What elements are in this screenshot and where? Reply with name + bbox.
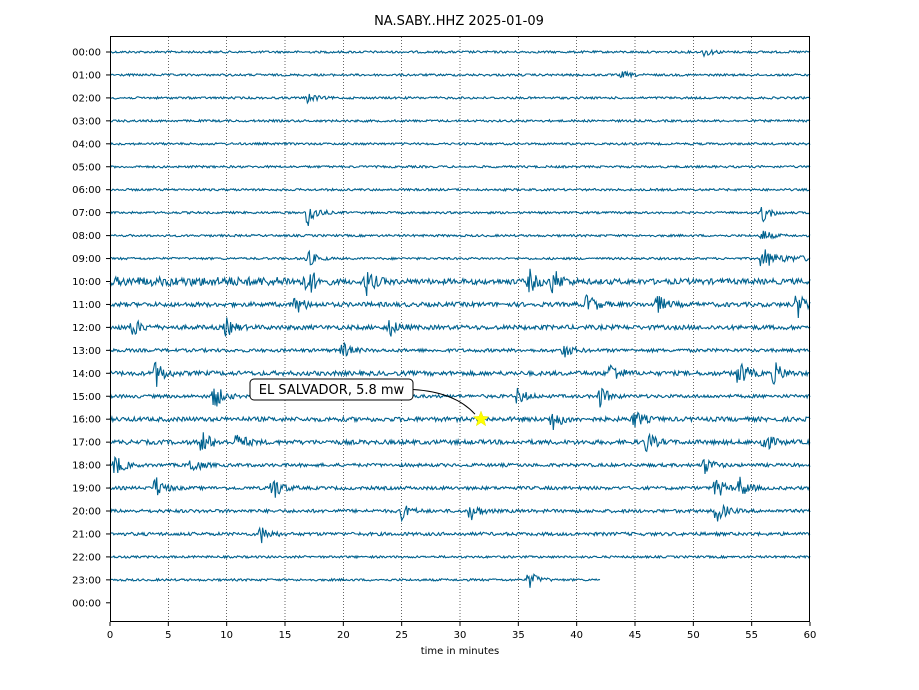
y-tick-label: 20:00 (72, 507, 101, 518)
annotation-box (249, 378, 414, 401)
trace-line (109, 48, 811, 58)
x-tick-label: 0 (107, 630, 113, 641)
trace-line (109, 341, 811, 358)
trace-line (109, 526, 811, 544)
trace-line (109, 573, 601, 588)
x-axis: 0 5 10 15 20 25 30 35 40 45 50 55 60 (107, 622, 817, 641)
y-tick-label: 09:00 (72, 254, 101, 265)
y-tick-label: 01:00 (72, 70, 101, 81)
annotation-group: EL SALVADOR, 5.8 mw (249, 378, 490, 427)
y-tick-label: 21:00 (72, 529, 101, 540)
y-tick-label: 05:00 (72, 162, 101, 173)
trace-line (109, 230, 811, 240)
y-tick-label: 15:00 (72, 392, 101, 403)
x-tick-label: 10 (220, 630, 233, 641)
trace-line (109, 554, 811, 560)
y-tick-label: 11:00 (72, 300, 101, 311)
chart-title: NA.SABY..HHZ 2025-01-09 (374, 14, 544, 29)
x-tick-label: 5 (165, 630, 171, 641)
x-tick-label: 35 (512, 630, 525, 641)
y-tick-label: 12:00 (72, 323, 101, 334)
trace-group (109, 48, 811, 588)
plot-frame (110, 36, 810, 622)
trace-line (109, 249, 811, 267)
y-tick-label: 13:00 (72, 346, 101, 357)
trace-line (109, 93, 811, 105)
trace-line (109, 476, 811, 498)
trace-line (109, 118, 811, 124)
annotation-arrow (412, 389, 476, 415)
x-tick-label: 45 (629, 630, 642, 641)
y-tick-label: 14:00 (72, 369, 101, 380)
x-axis-label: time in minutes (421, 646, 500, 657)
y-tick-label: 16:00 (72, 415, 101, 426)
y-tick-label: 17:00 (72, 438, 101, 449)
trace-line (109, 294, 811, 319)
y-tick-label: 00:00 (72, 48, 101, 59)
trace-line (109, 455, 811, 474)
y-tick-label: 04:00 (72, 139, 101, 150)
x-tick-label: 20 (337, 630, 350, 641)
x-tick-label: 15 (279, 630, 292, 641)
x-tick-label: 30 (454, 630, 467, 641)
trace-line (109, 206, 811, 227)
y-tick-label: 00:00 (72, 598, 101, 609)
trace-line (109, 387, 811, 408)
trace-line (109, 361, 811, 387)
y-tick-label: 22:00 (72, 552, 101, 563)
trace-line (109, 268, 811, 297)
trace-line (109, 317, 811, 337)
x-tick-label: 50 (687, 630, 700, 641)
y-tick-label: 07:00 (72, 208, 101, 219)
annotation-label: EL SALVADOR, 5.8 mw (259, 383, 405, 398)
y-tick-label: 19:00 (72, 484, 101, 495)
event-star-icon (472, 410, 490, 427)
y-tick-label: 02:00 (72, 93, 101, 104)
y-tick-label: 23:00 (72, 575, 101, 586)
y-tick-label: 08:00 (72, 231, 101, 242)
x-tick-label: 25 (395, 630, 408, 641)
x-tick-label: 55 (745, 630, 758, 641)
trace-line (109, 141, 811, 147)
trace-line (109, 164, 811, 170)
y-tick-label: 10:00 (72, 277, 101, 288)
trace-line (109, 187, 811, 193)
trace-line (109, 411, 811, 431)
y-tick-label: 06:00 (72, 185, 101, 196)
trace-line (109, 70, 811, 79)
y-tick-label: 18:00 (72, 461, 101, 472)
y-axis: 00:00 01:00 02:00 03:00 04:00 05:00 06:00 07:00… (72, 48, 110, 609)
x-tick-label: 60 (804, 630, 817, 641)
y-tick-label: 03:00 (72, 116, 101, 127)
trace-line (109, 503, 811, 523)
x-tick-label: 40 (570, 630, 583, 641)
trace-line (109, 432, 811, 453)
